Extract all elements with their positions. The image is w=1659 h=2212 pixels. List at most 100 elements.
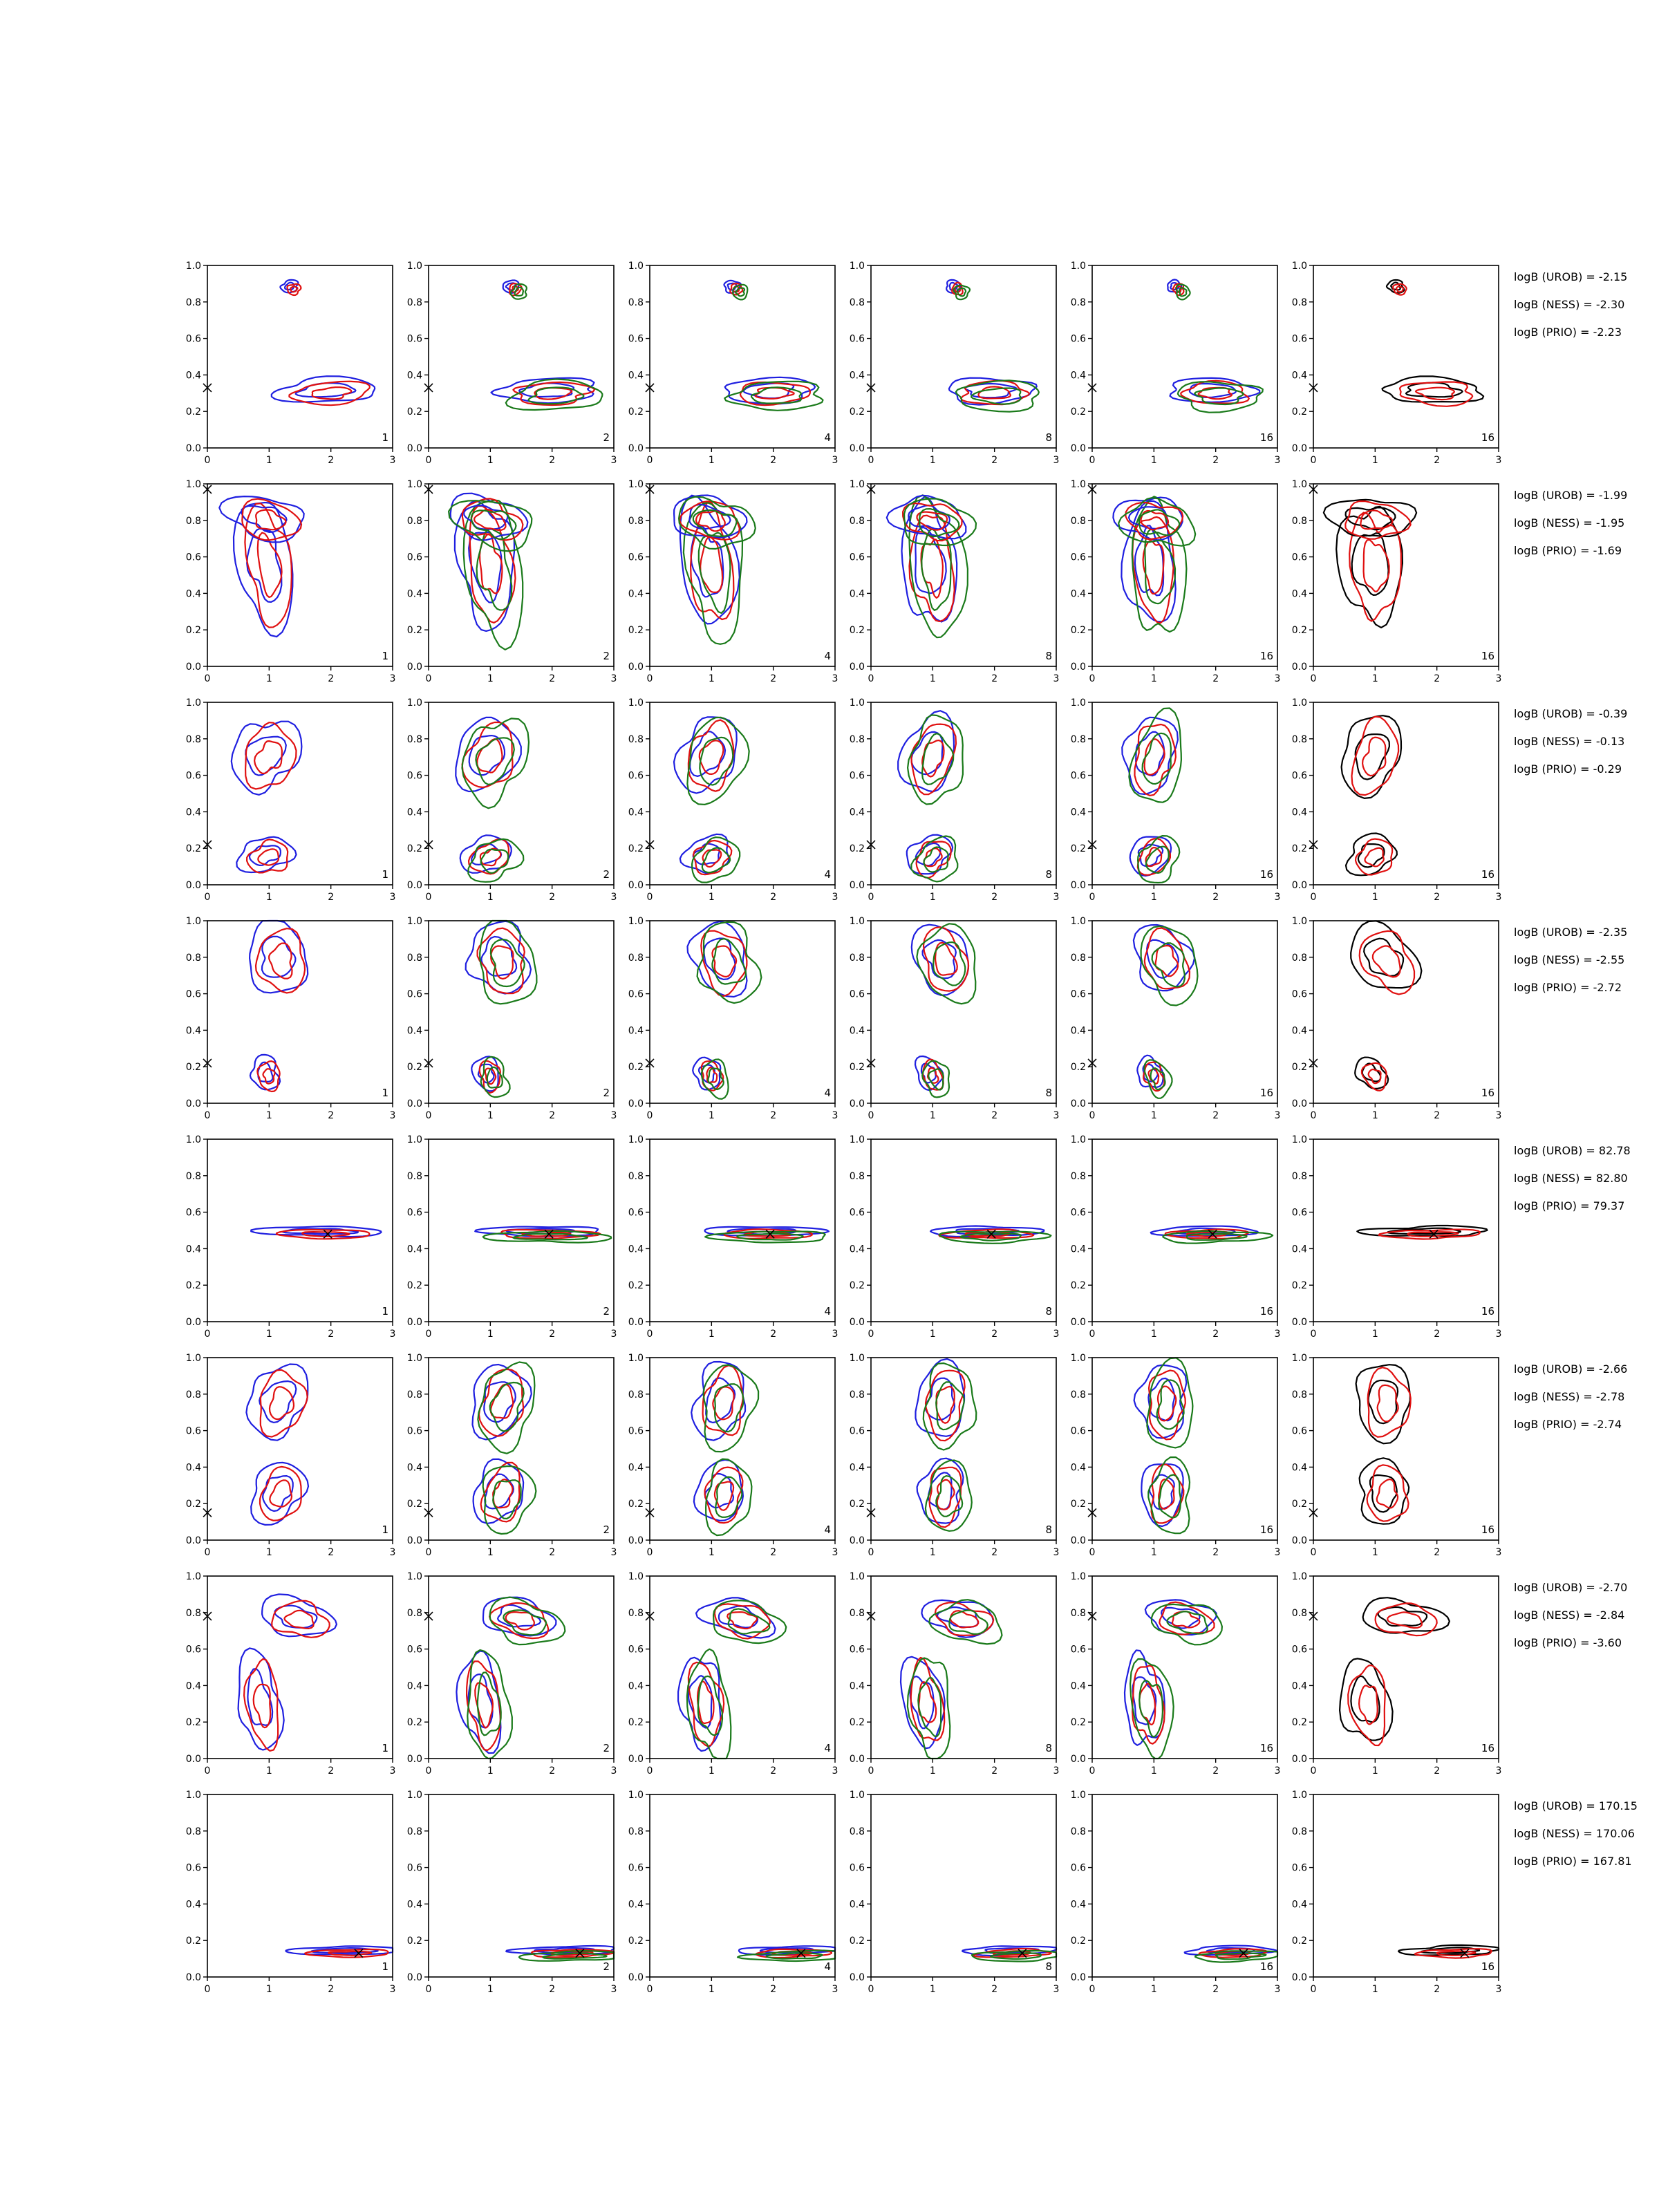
contour-blue-mode2-level2 <box>688 503 731 530</box>
x-tick-label: 2 <box>549 1110 555 1121</box>
contour-green-mode2-level2 <box>1150 1067 1166 1091</box>
x-tick-label: 1 <box>266 1984 272 1995</box>
x-tick-label: 0 <box>426 673 432 684</box>
contour-red-mode2-level1 <box>1358 1685 1378 1725</box>
y-tick-label: 0.0 <box>186 443 201 454</box>
y-tick-label: 0.8 <box>1292 953 1307 964</box>
axes-frame <box>1313 483 1499 667</box>
contour-green-mode1-level1 <box>1140 925 1199 1006</box>
y-tick-label: 1.0 <box>407 1134 422 1145</box>
y-tick-label: 0.4 <box>628 1899 644 1910</box>
contour-red-mode2-level2 <box>246 838 289 874</box>
y-tick-label: 0.6 <box>1071 771 1086 782</box>
panel-r7-c2: 0 1 2 30.00.20.40.60.81.02 <box>407 1571 617 1777</box>
contour-red-mode2-level2 <box>1125 502 1184 541</box>
contour-blue-mode1-level1 <box>921 1599 994 1638</box>
contour-green-mode1-level2 <box>750 386 803 404</box>
contour-red-mode1-level1 <box>1387 1611 1423 1629</box>
panel-sample-label: 8 <box>1045 650 1052 662</box>
axes-frame <box>428 702 615 885</box>
contour-blue-mode2-level2 <box>687 1675 713 1729</box>
y-tick-label: 0.0 <box>1071 880 1086 891</box>
y-tick-label: 0.6 <box>1071 989 1086 1000</box>
bayes-factor-text: logB (UROB) = -2.70 logB (NESS) = -2.84 lo… <box>1514 1581 1627 1649</box>
contour-blue-mode1-level1 <box>471 1363 532 1441</box>
y-tick-label: 0.4 <box>407 1899 422 1910</box>
contour-blue-mode2-level1 <box>914 1055 944 1091</box>
y-tick-label: 0.6 <box>186 771 201 782</box>
panel-r1-c6: 0 1 2 3 0.0 0.2 0.4 0.6 0.8 1.0 16 <box>1292 261 1502 466</box>
x-tick-label: 2 <box>328 673 334 684</box>
x-tick-label: 3 <box>611 892 617 903</box>
contour-red-mode1-level2 <box>512 381 596 406</box>
contour-red-mode1-level2 <box>271 1600 330 1638</box>
y-tick-label: 0.8 <box>850 1171 865 1182</box>
y-tick-label: 0.6 <box>1292 334 1307 345</box>
y-tick-label: 0.8 <box>1071 1171 1086 1182</box>
contour-black-mode2-level1 <box>1358 1457 1410 1525</box>
y-tick-label: 0.4 <box>1292 1025 1307 1036</box>
x-tick-label: 2 <box>991 455 997 466</box>
bayes-line-2: logB (NESS) = 170.06 <box>1514 1827 1635 1840</box>
panel-r8-c4: 0 1 2 3 0.0 0.2 0.4 0.6 0.8 1.0 8 <box>850 1790 1060 1995</box>
y-tick-label: 1.0 <box>628 1571 644 1582</box>
contour-red-mode2-level1 <box>290 285 299 293</box>
contour-red-mode1-level1 <box>268 1386 295 1421</box>
true-value-marker <box>765 1229 775 1239</box>
y-tick-label: 0.4 <box>628 807 644 818</box>
x-tick-label: 1 <box>266 1110 272 1121</box>
y-tick-label: 0.0 <box>628 1972 644 1983</box>
panel-r6-c3: 0 1 2 3 0.0 0.2 0.4 0.6 0.8 1.0 4 <box>628 1353 838 1558</box>
y-tick-label: 0.2 <box>1071 1062 1086 1073</box>
contour-red-mode1-level2 <box>739 381 811 406</box>
contour-red-mode1-level2 <box>288 380 371 406</box>
x-tick-label: 2 <box>770 1329 776 1340</box>
x-tick-label: 0 <box>1089 673 1096 684</box>
panel-r5-c3: 0 1 2 3 0.0 0.2 0.4 0.6 0.8 1.0 4 <box>628 1134 838 1340</box>
contour-red-mode1-level1 <box>534 387 573 400</box>
contour-green-mode2-level2 <box>923 846 949 873</box>
contour-green-mode1-level2 <box>1194 387 1244 406</box>
x-tick-label: 2 <box>1434 673 1440 684</box>
y-tick-label: 0.8 <box>628 1826 644 1837</box>
y-tick-label: 0.8 <box>186 953 201 964</box>
y-tick-label: 0.4 <box>628 1462 644 1473</box>
x-tick-label: 2 <box>770 892 776 903</box>
y-tick-label: 0.0 <box>1071 1535 1086 1546</box>
contour-blue-mode1-level1 <box>245 1363 309 1441</box>
y-tick-label: 0.2 <box>628 843 644 854</box>
x-tick-label: 2 <box>1434 892 1440 903</box>
y-tick-label: 0.6 <box>186 1644 201 1656</box>
panel-sample-label: 16 <box>1260 1742 1273 1754</box>
panel-r2-c1: 0 1 2 3 0.0 0.2 0.4 0.6 0.8 1.0 1 <box>186 479 396 684</box>
x-tick-label: 1 <box>266 455 272 466</box>
y-tick-label: 1.0 <box>407 697 422 709</box>
contour-blue-mode1-level2 <box>1135 731 1165 777</box>
contour-green-mode2-level1 <box>1143 1059 1173 1099</box>
y-tick-label: 0.0 <box>850 1098 865 1109</box>
y-tick-label: 0.4 <box>407 807 422 818</box>
panel-sample-label: 1 <box>382 1960 388 1973</box>
true-value-marker <box>354 1949 364 1958</box>
contour-green-mode2-level2 <box>1145 845 1170 874</box>
x-tick-label: 1 <box>930 1547 936 1558</box>
contour-green-mode2-level1 <box>903 498 977 547</box>
y-tick-label: 1.0 <box>1292 1571 1307 1582</box>
axes-frame <box>870 1357 1057 1541</box>
x-tick-label: 1 <box>487 1984 494 1995</box>
contour-blue-mode1-level1 <box>691 1360 747 1441</box>
y-tick-label: 0.4 <box>1071 1680 1086 1691</box>
panel-r4-c5: 0 1 2 3 0.0 0.2 0.4 0.6 0.8 1.0 16 <box>1071 916 1281 1121</box>
y-tick-label: 0.6 <box>1071 1644 1086 1656</box>
bayes-factor-text: logB (UROB) = 170.15 logB (NESS) = 170.06… <box>1514 1799 1638 1868</box>
y-tick-label: 0.2 <box>628 1062 644 1073</box>
y-tick-label: 0.2 <box>1071 1280 1086 1291</box>
panel-r7-c1: 0 1 2 3 0.0 0.2 0.4 0.6 0.8 1.0 1 <box>186 1571 396 1777</box>
contour-green-mode2-level2 <box>1158 1474 1182 1519</box>
contour-green-mode1-level2 <box>1151 942 1185 988</box>
y-tick-label: 0.4 <box>186 1680 201 1691</box>
contour-red-mode1-level2 <box>254 928 306 994</box>
y-tick-label: 0.4 <box>850 807 865 818</box>
contour-green-mode1-level1 <box>696 921 762 1004</box>
contour-blue-mode1-level1 <box>465 920 532 995</box>
